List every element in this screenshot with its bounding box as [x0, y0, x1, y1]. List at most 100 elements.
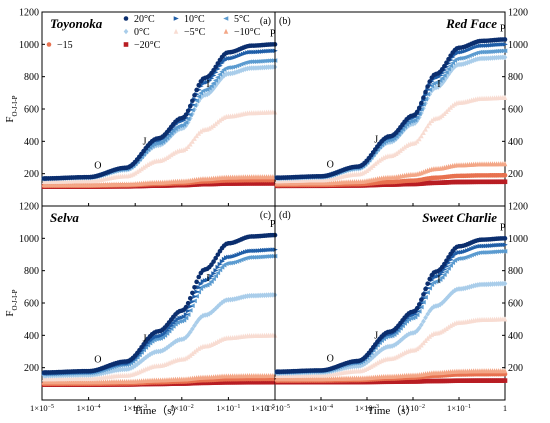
data-point	[209, 88, 214, 94]
data-point	[194, 347, 199, 353]
series-group	[274, 236, 508, 385]
data-point	[173, 338, 178, 345]
data-point	[422, 96, 428, 102]
legend-marker	[123, 28, 129, 35]
data-point	[475, 282, 481, 288]
data-point	[211, 122, 216, 128]
data-point	[196, 274, 202, 280]
data-point	[190, 326, 195, 332]
panel-3: 200 400 600 800 1000 1200 1×10−5 1×10−4 1×10−3 1×…	[266, 202, 528, 414]
y-tick-label: 800	[508, 266, 523, 277]
data-point	[425, 335, 430, 341]
data-point	[135, 361, 140, 368]
y-tick-label: 400	[24, 137, 39, 148]
data-point	[194, 87, 199, 93]
data-point	[402, 334, 407, 340]
data-point	[206, 85, 212, 91]
y-tick-label: 800	[24, 72, 39, 83]
data-point	[243, 293, 248, 300]
data-point	[132, 362, 138, 369]
data-point	[227, 65, 233, 70]
y-tick-label: 400	[508, 331, 523, 342]
data-point	[162, 137, 168, 143]
data-point	[444, 325, 449, 331]
y-axis-label: FO-J-I-P	[4, 289, 19, 316]
x-axis-label: Time（s）	[133, 404, 182, 417]
data-point	[168, 326, 174, 331]
data-point	[196, 82, 202, 88]
y-tick-label: 200	[508, 363, 523, 374]
data-point	[162, 330, 168, 336]
data-point	[414, 346, 420, 352]
data-point	[113, 367, 119, 374]
data-point	[190, 299, 196, 304]
y-tick-label: 400	[24, 331, 39, 342]
series-5°C	[274, 48, 508, 181]
data-point	[439, 112, 445, 118]
panel-2: 200 400 600 800 1000 1200 1×10−5 1×10−4 1×10−3 1×…	[19, 202, 278, 413]
x-tick-label: 1×10−1	[447, 403, 471, 413]
series-20°C	[41, 232, 278, 375]
data-point	[442, 327, 447, 333]
y-tick-label: 800	[508, 72, 523, 83]
data-point	[412, 117, 418, 123]
data-point	[443, 269, 449, 274]
panel-label: (d)	[279, 210, 291, 221]
data-point	[230, 296, 235, 303]
panel-title: Sweet Charlie	[422, 210, 497, 225]
data-point	[416, 302, 422, 307]
data-point	[147, 351, 153, 358]
data-point	[356, 363, 361, 369]
panel-label: (c)	[260, 210, 271, 221]
data-point	[153, 141, 159, 146]
legend-marker	[123, 16, 129, 21]
data-point	[245, 293, 250, 299]
data-point	[420, 299, 426, 305]
data-point	[183, 112, 189, 117]
data-point	[185, 300, 191, 306]
series-group	[41, 232, 278, 387]
legend-entry-label: 5°C	[234, 14, 250, 25]
data-point	[213, 64, 218, 70]
data-point	[502, 378, 508, 383]
data-point	[170, 128, 176, 134]
data-point	[211, 271, 217, 276]
data-point	[137, 167, 142, 173]
legend-entry-label: 10°C	[184, 14, 205, 25]
phase-label-J: J	[143, 334, 147, 345]
data-point	[227, 260, 233, 266]
series-−5°C	[41, 332, 278, 382]
phase-label-J: J	[374, 135, 378, 146]
data-point	[192, 294, 198, 299]
y-tick-label: 600	[24, 105, 39, 116]
data-point	[427, 308, 433, 314]
data-point	[221, 298, 227, 304]
data-point	[219, 299, 225, 306]
data-point	[446, 106, 451, 112]
data-point	[418, 304, 424, 310]
y-tick-label: 1000	[508, 40, 528, 51]
data-point	[149, 350, 155, 357]
data-point	[217, 117, 223, 123]
data-point	[190, 350, 195, 356]
data-point	[238, 294, 244, 301]
data-point	[219, 264, 225, 270]
data-point	[446, 293, 451, 300]
data-point	[187, 308, 193, 313]
series-20°C	[41, 42, 278, 181]
panel-title: Selva	[50, 210, 79, 225]
data-point	[445, 266, 451, 271]
data-point	[502, 316, 508, 322]
y-tick-label: 1200	[508, 202, 528, 213]
data-point	[223, 297, 229, 303]
data-point	[132, 170, 138, 176]
data-point	[211, 307, 216, 314]
data-point	[215, 252, 221, 257]
data-point	[244, 255, 250, 261]
data-point	[200, 312, 206, 319]
data-point	[187, 112, 193, 118]
data-point	[171, 340, 176, 346]
data-point	[447, 263, 453, 268]
data-point	[217, 72, 223, 77]
data-point	[192, 349, 197, 355]
